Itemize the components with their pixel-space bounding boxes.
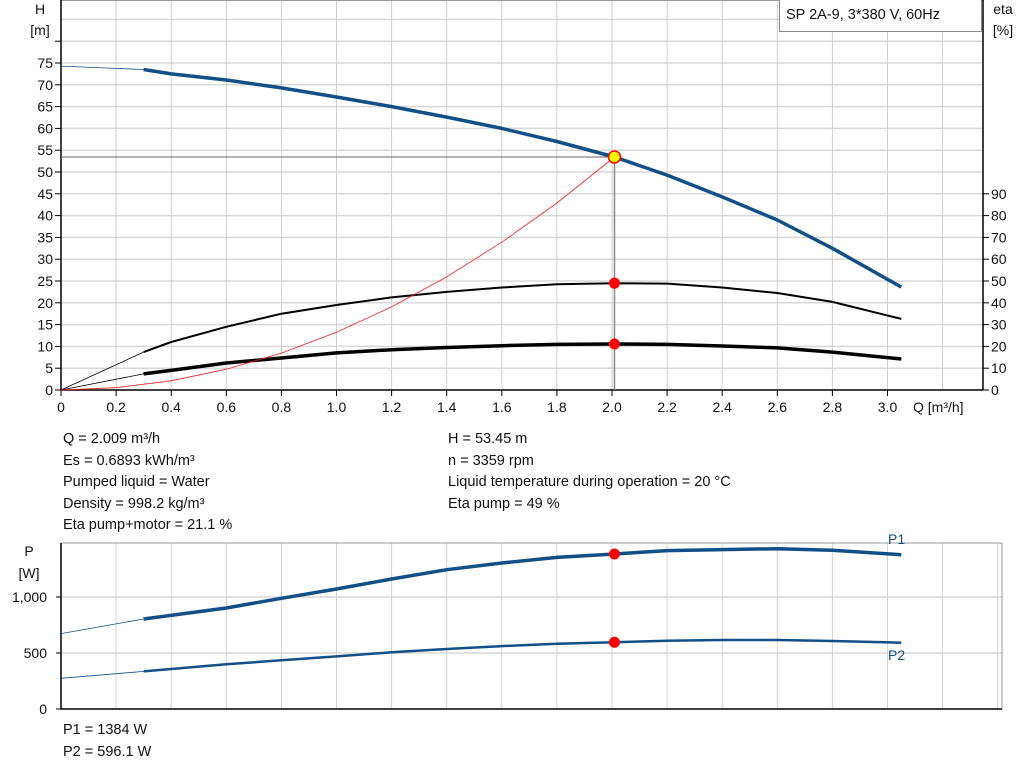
q-tick-label: 0.8 <box>272 399 292 415</box>
info-p1: P1 = 1384 W <box>63 722 148 738</box>
h-tick-label: 30 <box>37 251 53 267</box>
h-tick-label: 70 <box>37 77 53 93</box>
q-tick-label: 2.4 <box>712 399 732 415</box>
power-plot-frame <box>60 542 1003 710</box>
info-flow: Q = 2.009 m³/h <box>63 431 161 447</box>
q-axis-label: Q [m³/h] <box>913 399 964 415</box>
h-tick-label: 35 <box>37 229 53 245</box>
p2-curve <box>143 638 902 673</box>
p1-curve <box>143 546 902 621</box>
h-tick-label: 25 <box>37 273 53 289</box>
eta_pump-curve <box>143 282 902 354</box>
p-tick-label: 1,000 <box>12 589 47 605</box>
h-tick-label: 40 <box>37 208 53 224</box>
h-axis-label: H <box>35 1 45 17</box>
eta-axis-label: eta <box>993 1 1013 17</box>
h-tick-label: 75 <box>37 55 53 71</box>
h-tick-label: 65 <box>37 99 53 115</box>
q-tick-label: 0 <box>57 399 65 415</box>
p-axis-label: P <box>24 543 33 559</box>
q-tick-label: 1.0 <box>327 399 347 415</box>
h-tick-label: 20 <box>37 295 53 311</box>
duty-point <box>607 150 622 164</box>
head-curve <box>143 67 903 289</box>
q-tick-label: 2.2 <box>657 399 677 415</box>
info-eta-total: Eta pump+motor = 21.1 % <box>63 517 233 533</box>
eta-pump-duty-point <box>608 277 620 289</box>
p-tick-label: 0 <box>39 701 47 717</box>
info-left: Q = 2.009 m³/h Es = 0.6893 kWh/m³ Pumped… <box>63 429 232 537</box>
h-tick-label: 10 <box>37 338 53 354</box>
h-tick-label: 45 <box>37 186 53 202</box>
q-tick-label: 0.2 <box>106 399 126 415</box>
power-info: P1 = 1384 W P2 = 596.1 W <box>63 720 151 763</box>
info-density: Density = 998.2 kg/m³ <box>63 495 205 512</box>
info-temperature: Liquid temperature during operation = 20… <box>448 474 731 490</box>
p2-duty-point <box>608 636 620 648</box>
q-tick-label: 1.6 <box>492 399 512 415</box>
h-tick-label: 0 <box>45 382 53 398</box>
eta-tick-label: 30 <box>991 317 1007 333</box>
eta_total-curve <box>143 342 902 376</box>
info-head: H = 53.45 m <box>448 431 528 447</box>
system-curve <box>60 156 615 391</box>
p2-curve-extrapolated <box>60 671 144 679</box>
info-energy: Es = 0.6893 kWh/m³ <box>63 452 195 469</box>
eta-tick-label: 50 <box>991 273 1007 289</box>
p1-duty-point <box>608 548 620 560</box>
q-tick-label: 1.2 <box>382 399 402 415</box>
info-eta-pump: Eta pump = 49 % <box>448 495 560 512</box>
eta-tick-label: 0 <box>991 382 999 398</box>
q-tick-label: 2.0 <box>602 399 622 415</box>
h-tick-label: 50 <box>37 164 53 180</box>
eta-tick-label: 20 <box>991 338 1007 354</box>
p2-label: P2 <box>888 647 905 663</box>
eta-tick-label: 70 <box>991 229 1007 245</box>
eta-tick-label: 90 <box>991 186 1007 202</box>
info-speed: n = 3359 rpm <box>448 452 534 469</box>
p1-curve-extrapolated <box>60 618 144 634</box>
eta-axis-unit: [%] <box>993 22 1013 38</box>
eta-tick-label: 80 <box>991 208 1007 224</box>
eta-tick-label: 60 <box>991 251 1007 267</box>
q-tick-label: 0.4 <box>161 399 181 415</box>
q-tick-label: 1.4 <box>437 399 457 415</box>
h-tick-label: 60 <box>37 120 53 136</box>
eta_total-curve-extrapolated <box>60 373 144 391</box>
head-curve-extrapolated <box>60 65 144 70</box>
pump-model-legend: SP 2A-9, 3*380 V, 60Hz <box>779 0 982 32</box>
h-tick-label: 15 <box>37 317 53 333</box>
q-tick-label: 0.6 <box>217 399 237 415</box>
q-tick-label: 1.8 <box>547 399 567 415</box>
p-tick-label: 500 <box>24 645 48 661</box>
eta-tick-label: 40 <box>991 295 1007 311</box>
q-tick-label: 2.6 <box>768 399 788 415</box>
p-axis-unit: [W] <box>19 565 40 581</box>
q-tick-label: 2.8 <box>823 399 843 415</box>
info-right: H = 53.45 m n = 3359 rpm Liquid temperat… <box>448 429 731 515</box>
h-tick-label: 55 <box>37 142 53 158</box>
h-axis-unit: [m] <box>30 22 49 38</box>
info-p2: P2 = 596.1 W <box>63 743 152 760</box>
eta_pump-curve-extrapolated <box>60 351 144 391</box>
eta-tick-label: 10 <box>991 360 1007 376</box>
info-liquid: Pumped liquid = Water <box>63 474 210 490</box>
p1-label: P1 <box>888 531 905 547</box>
h-tick-label: 5 <box>45 360 53 376</box>
q-tick-label: 3.0 <box>878 399 898 415</box>
eta-total-duty-point <box>608 338 620 350</box>
